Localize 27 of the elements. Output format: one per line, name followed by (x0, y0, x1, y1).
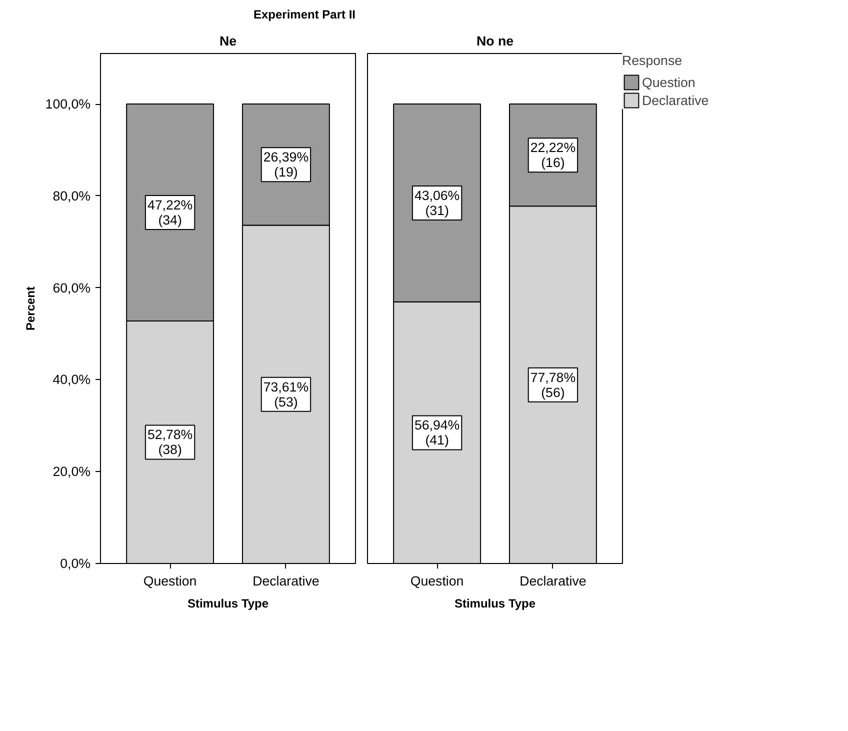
x-tick-label: Declarative (520, 574, 586, 588)
y-tick-label: 0,0% (60, 556, 91, 571)
x-tick-label: Question (410, 574, 464, 588)
y-tick-label: 100,0% (45, 96, 91, 112)
legend-label: Declarative (642, 92, 709, 108)
x-tick-label: Question (143, 574, 197, 588)
data-label: 22,22% (16) (530, 140, 576, 170)
y-tick-label: 20,0% (52, 464, 91, 480)
x-axis-title: Stimulus Type (187, 596, 269, 610)
chart-subtitle: Ne (219, 34, 237, 48)
y-axis-title: Percent (23, 286, 38, 331)
x-tick-label: Declarative (252, 574, 320, 588)
data-label: 73,61% (53) (263, 379, 309, 410)
y-tick-label: 40,0% (52, 372, 91, 388)
data-label: 26,39% (19) (263, 150, 309, 180)
y-tick-label: 60,0% (52, 280, 91, 296)
data-label: 52,78% (38) (147, 427, 193, 458)
chart-subtitle: No ne (476, 34, 514, 48)
y-tick-label: 80,0% (52, 188, 91, 204)
data-label: 56,94% (41) (414, 418, 460, 448)
legend-title: Response (622, 53, 684, 68)
chart-title: Experiment Part II (253, 8, 356, 22)
data-label: 47,22% (34) (147, 198, 193, 228)
x-axis-title: Stimulus Type (454, 596, 536, 610)
data-label: 43,06% (31) (414, 188, 460, 218)
legend-label: Question (642, 74, 696, 90)
data-label: 77,78% (56) (530, 370, 576, 400)
